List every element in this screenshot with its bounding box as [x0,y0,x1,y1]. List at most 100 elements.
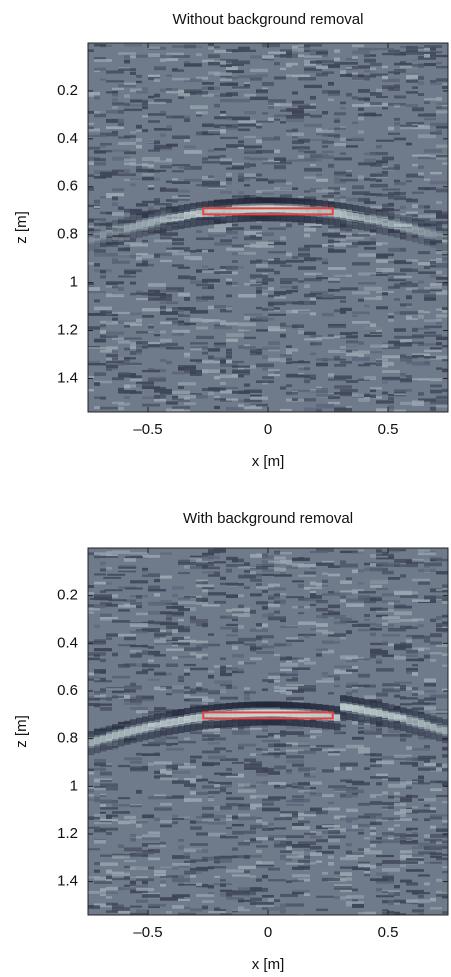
speckle [436,405,448,408]
speckle [406,287,418,291]
band-dark [436,734,443,742]
speckle [196,76,208,80]
speckle [208,130,220,134]
speckle [268,341,280,346]
speckle [298,718,316,722]
speckle [406,560,418,564]
speckle [226,117,232,121]
speckle [178,394,196,399]
speckle [280,121,286,124]
speckle [280,687,298,690]
speckle [238,566,256,569]
speckle [358,298,364,302]
speckle [106,869,112,873]
speckle [376,144,382,149]
speckle [142,228,148,231]
speckle [112,550,130,554]
speckle [178,628,190,633]
speckle [220,879,226,882]
speckle [166,52,184,57]
speckle [352,825,358,829]
speckle [436,125,448,129]
speckle [286,660,292,663]
speckle [262,161,274,165]
speckle [172,780,190,784]
speckle [274,550,280,555]
speckle [184,798,202,802]
speckle [430,780,448,784]
speckle [208,910,226,914]
speckle [88,235,94,238]
speckle [418,581,430,585]
speckle [346,842,352,847]
speckle [340,560,346,564]
speckle [370,843,376,848]
speckle [250,648,256,652]
speckle [298,196,304,199]
speckle [262,112,268,115]
speckle [202,900,214,903]
speckle [334,392,352,395]
speckle [202,588,208,593]
speckle [112,196,118,201]
speckle [430,633,442,638]
speckle [106,879,112,882]
speckle [250,163,256,167]
speckle [256,89,268,93]
x-tick-label: 0.5 [378,924,399,941]
speckle [316,895,334,898]
speckle [238,725,250,728]
speckle [304,157,322,162]
speckle [370,821,382,826]
speckle [370,642,388,646]
speckle [304,233,310,238]
speckle [196,653,208,657]
speckle [238,128,250,132]
speckle [88,162,106,166]
speckle [112,689,124,694]
speckle [160,301,178,304]
speckle [442,664,448,667]
speckle [304,893,310,897]
speckle [190,873,196,878]
speckle [418,262,436,266]
band-light [340,211,347,219]
speckle [244,662,256,665]
speckle [172,170,184,173]
speckle [376,306,388,310]
speckle [238,887,250,891]
speckle [184,402,196,405]
speckle [274,610,280,614]
speckle [442,865,448,869]
speckle [136,710,148,714]
speckle [100,862,118,866]
band-dark [262,214,269,222]
speckle [400,311,418,315]
band-dark [382,210,389,217]
speckle [262,688,268,692]
band-dark [172,206,179,213]
speckle [118,287,124,291]
speckle [190,615,196,620]
speckle [268,612,274,617]
speckle [376,553,394,557]
speckle [184,848,202,852]
speckle [370,332,382,335]
speckle [310,590,316,594]
speckle [274,62,280,66]
band-dark [388,229,395,237]
speckle [118,633,136,637]
speckle [376,253,394,257]
speckle [394,592,412,596]
speckle [430,282,442,287]
speckle [160,359,166,362]
speckle [262,821,268,826]
speckle [280,903,286,908]
band-dark [262,197,269,204]
band-dark [100,744,107,752]
speckle [118,609,130,612]
speckle [322,89,340,94]
speckle [250,96,268,101]
speckle [160,133,166,137]
speckle [94,253,106,257]
